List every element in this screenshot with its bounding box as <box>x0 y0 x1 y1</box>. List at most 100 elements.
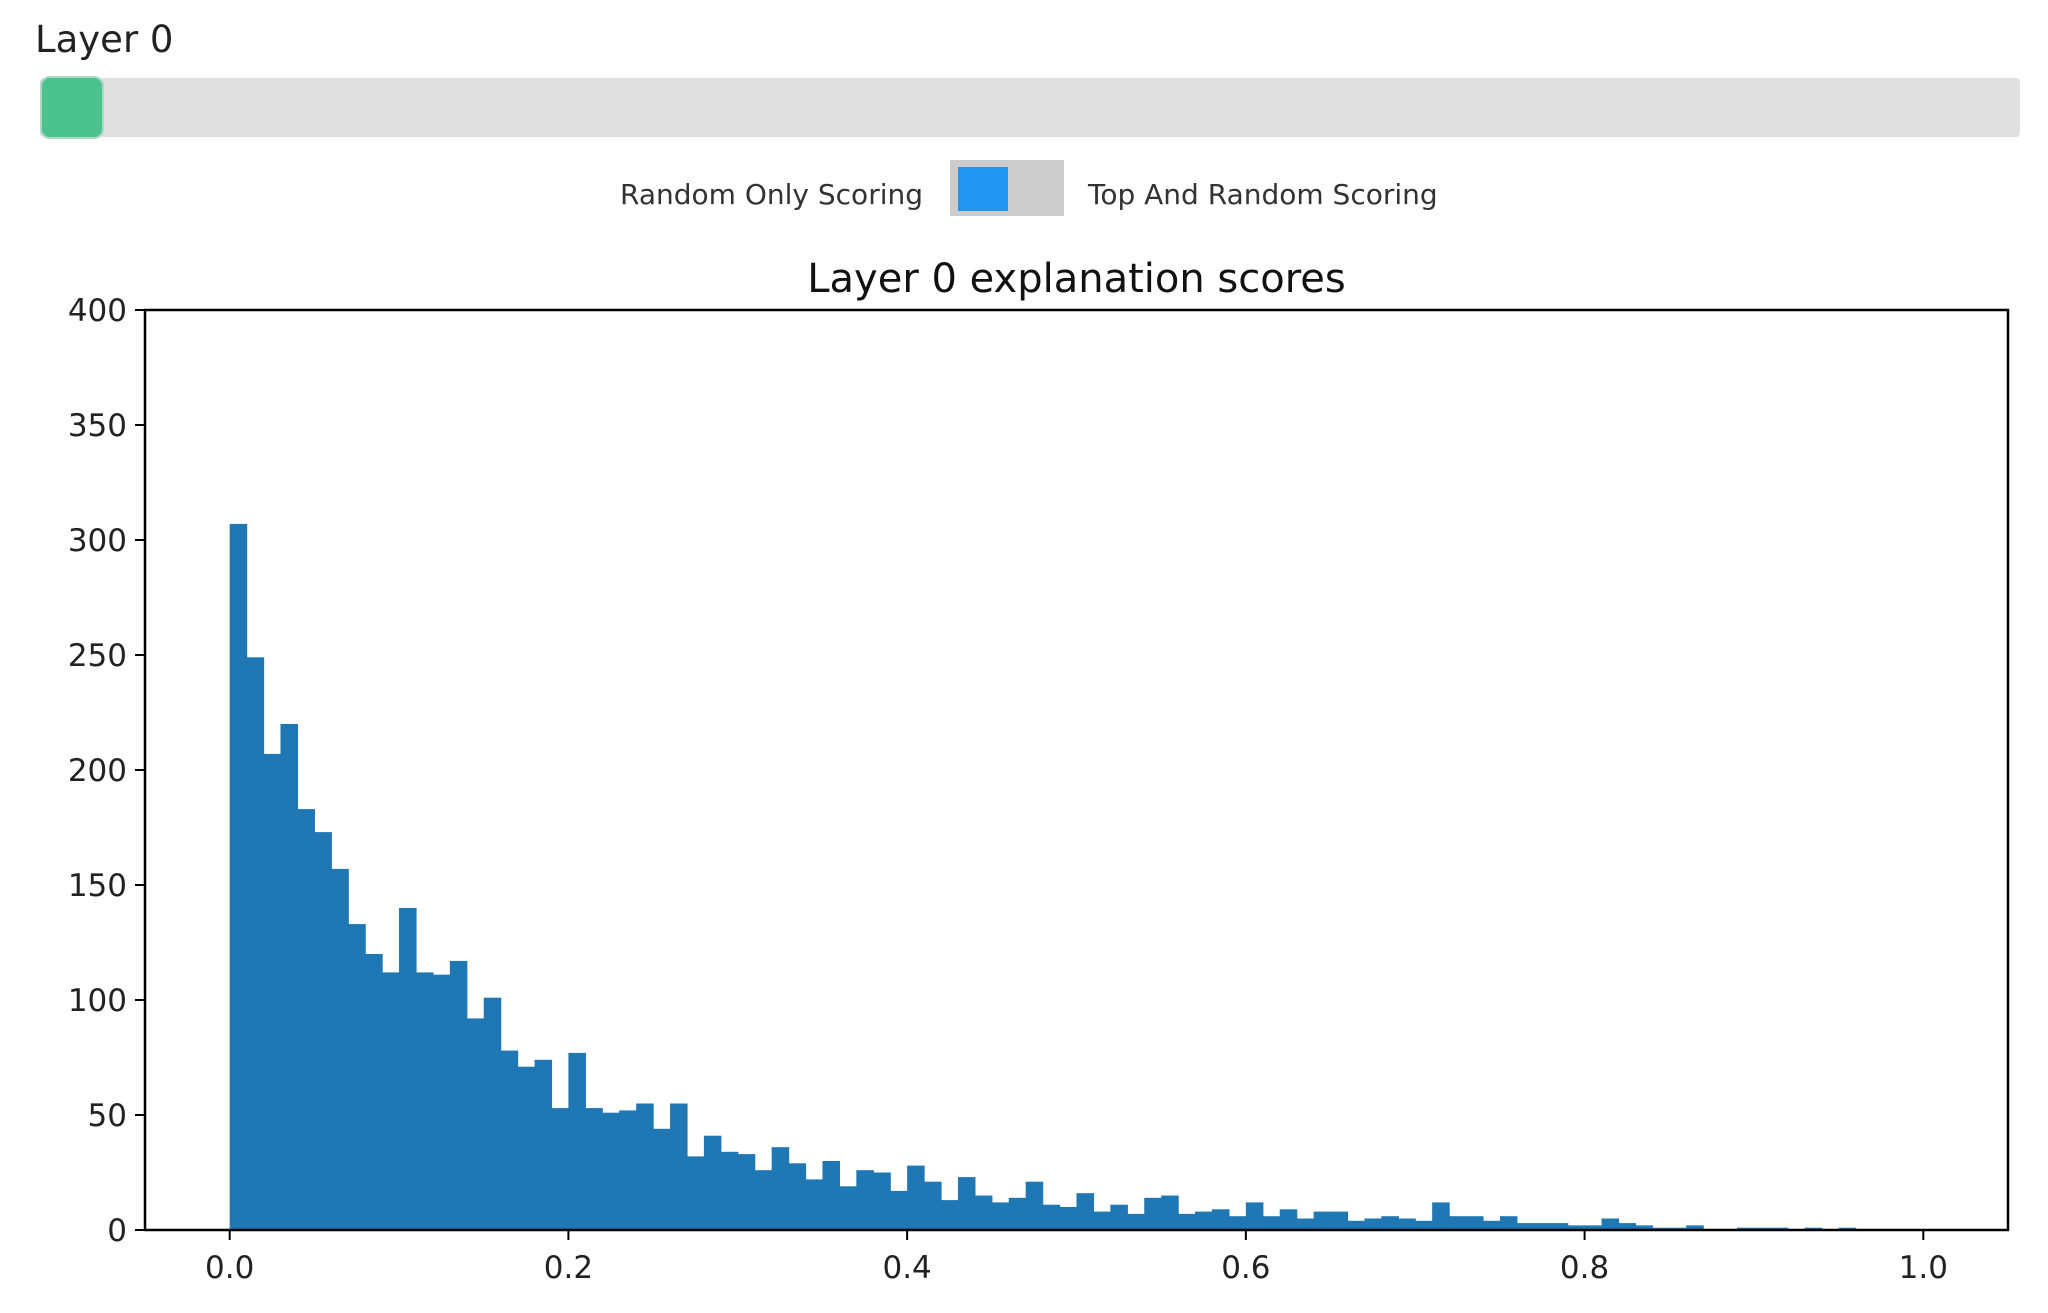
histogram-bar <box>399 908 417 1230</box>
histogram-bar <box>1482 1220 1501 1230</box>
histogram-bar <box>974 1195 993 1230</box>
histogram-bar <box>500 1050 519 1230</box>
histogram-bar <box>1313 1211 1332 1230</box>
histogram-bar <box>263 753 282 1230</box>
histogram-bar <box>805 1179 824 1230</box>
histogram-bar <box>1076 1193 1095 1230</box>
histogram-bar <box>1618 1223 1636 1230</box>
histogram-bar <box>1550 1223 1569 1230</box>
y-axis: 0 50 100 150 200 250 300 350 400 <box>68 293 145 1249</box>
histogram-bar <box>1262 1216 1281 1230</box>
histogram-bar <box>1245 1202 1264 1230</box>
histogram-bar <box>365 954 383 1230</box>
histogram-bar <box>1330 1211 1349 1230</box>
histogram-bar <box>1516 1223 1535 1230</box>
y-tick-label: 300 <box>68 523 127 559</box>
histogram-bar <box>1042 1204 1061 1230</box>
histogram-bar <box>619 1110 637 1230</box>
x-tick-label: 0.8 <box>1560 1250 1609 1286</box>
histogram-bar <box>1567 1225 1586 1230</box>
y-tick-label: 400 <box>68 293 127 329</box>
histogram-bar <box>771 1147 790 1230</box>
histogram-bar <box>466 1018 485 1230</box>
layer-slider-label: Layer 0 <box>35 18 174 61</box>
histogram-bar <box>449 960 468 1230</box>
histogram-bar <box>822 1161 840 1230</box>
histogram-bar <box>348 924 366 1230</box>
histogram-bars <box>229 523 1857 1230</box>
histogram-bar <box>941 1200 959 1230</box>
histogram-bar <box>1093 1211 1111 1230</box>
histogram-bar <box>568 1052 586 1230</box>
histogram-bar <box>991 1202 1010 1230</box>
histogram-bar <box>280 724 299 1230</box>
histogram-bar <box>1398 1218 1416 1230</box>
histogram-bar <box>873 1172 891 1230</box>
histogram-bar <box>229 523 248 1230</box>
histogram-bar <box>1228 1216 1247 1230</box>
y-tick-label: 200 <box>68 753 127 789</box>
x-axis: 0.0 0.2 0.4 0.6 0.8 1.0 <box>205 1230 1948 1286</box>
histogram-bar <box>551 1108 570 1230</box>
histogram-bar <box>686 1156 705 1230</box>
y-tick-label: 350 <box>68 408 127 444</box>
histogram-bar <box>703 1135 722 1230</box>
histogram-bar <box>382 972 400 1230</box>
x-tick-label: 0.6 <box>1221 1250 1270 1286</box>
histogram-bar <box>1110 1204 1128 1230</box>
x-tick-label: 1.0 <box>1899 1250 1948 1286</box>
y-tick-label: 0 <box>107 1213 127 1249</box>
histogram-bar <box>754 1170 773 1230</box>
histogram-bar <box>415 972 434 1230</box>
x-tick-label: 0.0 <box>205 1250 254 1286</box>
histogram-bar <box>653 1128 671 1230</box>
histogram-bar <box>1161 1195 1179 1230</box>
explanation-scores-histogram: 0 50 100 150 200 250 300 350 400 0.0 0.2 0.4 0.6 0.8… <box>68 256 2010 1286</box>
histogram-bar <box>1686 1225 1704 1230</box>
layer-slider-track[interactable] <box>40 78 2020 137</box>
histogram-bar <box>602 1112 620 1230</box>
histogram-bar <box>1008 1197 1027 1230</box>
histogram-bar <box>636 1103 654 1230</box>
y-tick-label: 50 <box>88 1098 127 1134</box>
histogram-bar <box>1144 1197 1162 1230</box>
histogram-bar <box>331 868 349 1230</box>
histogram-bar <box>1499 1216 1518 1230</box>
histogram-bar <box>957 1177 976 1230</box>
chart-title: Layer 0 explanation scores <box>807 256 1346 302</box>
y-tick-label: 250 <box>68 638 127 674</box>
histogram-bar <box>1381 1216 1399 1230</box>
layer-slider-thumb[interactable] <box>40 76 104 139</box>
histogram-bar <box>246 657 265 1230</box>
histogram-bar <box>788 1163 807 1230</box>
histogram-bar <box>856 1170 874 1230</box>
histogram-bar <box>1347 1220 1366 1230</box>
histogram-bar <box>1449 1216 1467 1230</box>
y-tick-label: 150 <box>68 868 127 904</box>
histogram-bar <box>432 974 451 1230</box>
histogram-bar <box>314 832 332 1230</box>
histogram-bar <box>1211 1209 1230 1230</box>
histogram-bar <box>1296 1218 1315 1230</box>
x-tick-label: 0.2 <box>544 1250 593 1286</box>
histogram-bar <box>737 1154 756 1230</box>
histogram-bar <box>1533 1223 1552 1230</box>
histogram-bar <box>534 1059 553 1230</box>
histogram-bar <box>720 1151 739 1230</box>
histogram-bar <box>924 1181 942 1230</box>
histogram-bar <box>297 809 315 1230</box>
histogram-bar <box>1025 1181 1044 1230</box>
histogram-bar <box>890 1190 908 1230</box>
histogram-bar <box>1432 1202 1450 1230</box>
histogram-bar <box>483 997 502 1230</box>
y-tick-label: 100 <box>68 983 127 1019</box>
histogram-bar <box>1466 1216 1484 1230</box>
histogram-bar <box>1279 1209 1298 1230</box>
x-tick-label: 0.4 <box>882 1250 931 1286</box>
histogram-bar <box>1127 1213 1145 1230</box>
histogram-bar <box>517 1066 536 1230</box>
histogram-bar <box>1059 1207 1078 1230</box>
histogram-bar <box>1601 1218 1620 1230</box>
scoring-mode-toggle[interactable] <box>950 160 1064 216</box>
toggle-knob <box>958 167 1008 211</box>
